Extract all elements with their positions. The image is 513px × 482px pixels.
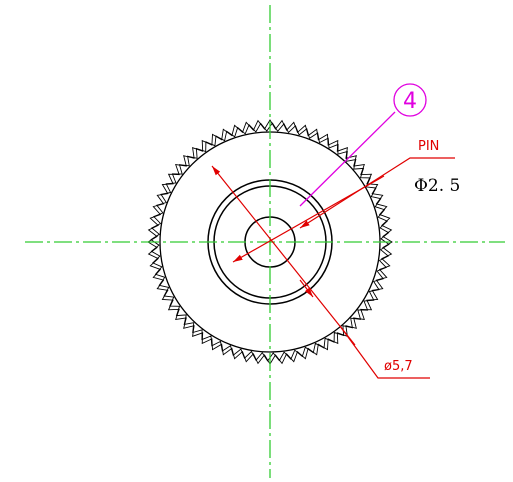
pin-leader (299, 157, 455, 229)
pin-diameter: Φ2. 5 (414, 176, 460, 196)
knurl-teeth (150, 122, 390, 362)
dia-dim-line (211, 165, 356, 346)
pin-dim-line (232, 175, 385, 263)
dia-leader (339, 325, 430, 379)
dia-arrow (299, 279, 314, 298)
part-number: 4 (403, 89, 417, 114)
part-leader (299, 111, 396, 207)
part-balloon (393, 83, 427, 117)
outer-diameter: ø5,7 (384, 359, 413, 374)
pin-label: PIN (418, 139, 439, 154)
